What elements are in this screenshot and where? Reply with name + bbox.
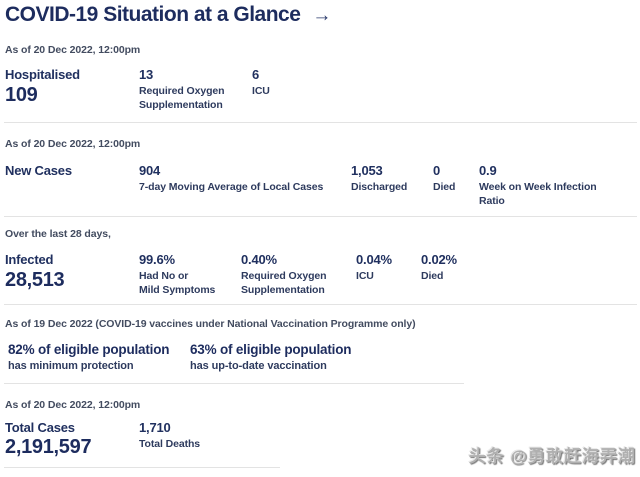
total-cases-metric: Total Cases 2,191,597: [5, 420, 92, 459]
stat-required-oxygen: 0.40% Required Oxygen Supplementation: [241, 252, 327, 297]
stat-icu: 0.04% ICU: [356, 252, 392, 284]
hospitalised-metric: Hospitalised 109: [5, 67, 80, 107]
section-divider: [4, 304, 637, 305]
stat-value: 1,710: [139, 420, 171, 435]
stat-7day-moving-average: 904 7-day Moving Average of Local Cases: [139, 163, 323, 195]
stat-label: Week on Week Infection Ratio: [479, 181, 597, 207]
stat-value: 6: [252, 67, 260, 82]
total-cases-label: Total Cases: [5, 420, 75, 435]
vaccination-minimum-protection: 82% of eligible population has minimum p…: [8, 342, 170, 372]
total-cases-value: 2,191,597: [5, 436, 92, 458]
stat-value: 0.9: [479, 163, 497, 178]
stat-value: 0.02%: [421, 252, 457, 267]
arrow-right-icon: →: [312, 5, 332, 26]
hospitalised-value: 109: [5, 84, 38, 106]
toutiao-watermark: 头条 @勇敢赶海弄潮: [468, 447, 636, 466]
infected-label: Infected: [5, 252, 54, 267]
infected-lead-text: Over the last 28 days,: [5, 228, 111, 240]
stat-required-oxygen: 13 Required Oxygen Supplementation: [139, 67, 225, 112]
stat-label: ICU: [356, 270, 374, 282]
section-divider: [4, 122, 637, 123]
stat-value: 0: [433, 163, 441, 178]
stat-value: 904: [139, 163, 161, 178]
section-divider: [4, 383, 464, 384]
stat-value: 99.6%: [139, 252, 175, 267]
stat-died: 0.02% Died: [421, 252, 457, 284]
vaccination-as-of: As of 19 Dec 2022 (COVID-19 vaccines und…: [5, 318, 416, 330]
stat-value: 13: [139, 67, 154, 82]
stat-label: Died: [421, 270, 444, 282]
stat-no-or-mild-symptoms: 99.6% Had No or Mild Symptoms: [139, 252, 215, 297]
stat-label: Discharged: [351, 181, 408, 193]
vaccination-headline: 63% of eligible population: [190, 342, 352, 357]
stat-icu: 6 ICU: [252, 67, 270, 99]
stat-week-on-week-ratio: 0.9 Week on Week Infection Ratio: [479, 163, 609, 208]
totals-as-of: As of 20 Dec 2022, 12:00pm: [5, 399, 141, 411]
section-divider: [4, 467, 280, 468]
stat-label: Had No or Mild Symptoms: [139, 270, 216, 296]
stat-label: Died: [433, 181, 456, 193]
stat-value: 1,053: [351, 163, 383, 178]
stat-discharged: 1,053 Discharged: [351, 163, 407, 195]
new-cases-metric: New Cases: [5, 163, 72, 178]
vaccination-sub: has minimum protection: [8, 360, 134, 372]
hospitalised-label: Hospitalised: [5, 67, 80, 82]
page-title: COVID-19 Situation at a Glance: [5, 3, 301, 26]
stat-value: 0.04%: [356, 252, 392, 267]
vaccination-sub: has up-to-date vaccination: [190, 360, 327, 372]
stat-total-deaths: 1,710 Total Deaths: [139, 420, 200, 452]
stat-label: Total Deaths: [139, 438, 201, 450]
stat-label: Required Oxygen Supplementation: [139, 85, 225, 111]
stat-label: Required Oxygen Supplementation: [241, 270, 327, 296]
vaccination-headline: 82% of eligible population: [8, 342, 170, 357]
infected-value: 28,513: [5, 269, 65, 291]
page-title-link[interactable]: COVID-19 Situation at a Glance →: [5, 3, 331, 27]
hospitalised-as-of: As of 20 Dec 2022, 12:00pm: [5, 44, 141, 56]
infected-metric: Infected 28,513: [5, 252, 65, 292]
new-cases-as-of: As of 20 Dec 2022, 12:00pm: [5, 138, 141, 150]
section-divider: [4, 216, 637, 217]
stat-label: ICU: [252, 85, 270, 97]
vaccination-up-to-date: 63% of eligible population has up-to-dat…: [190, 342, 352, 372]
stat-died: 0 Died: [433, 163, 455, 195]
stat-value: 0.40%: [241, 252, 277, 267]
new-cases-label: New Cases: [5, 163, 72, 178]
stat-label: 7-day Moving Average of Local Cases: [139, 181, 324, 193]
